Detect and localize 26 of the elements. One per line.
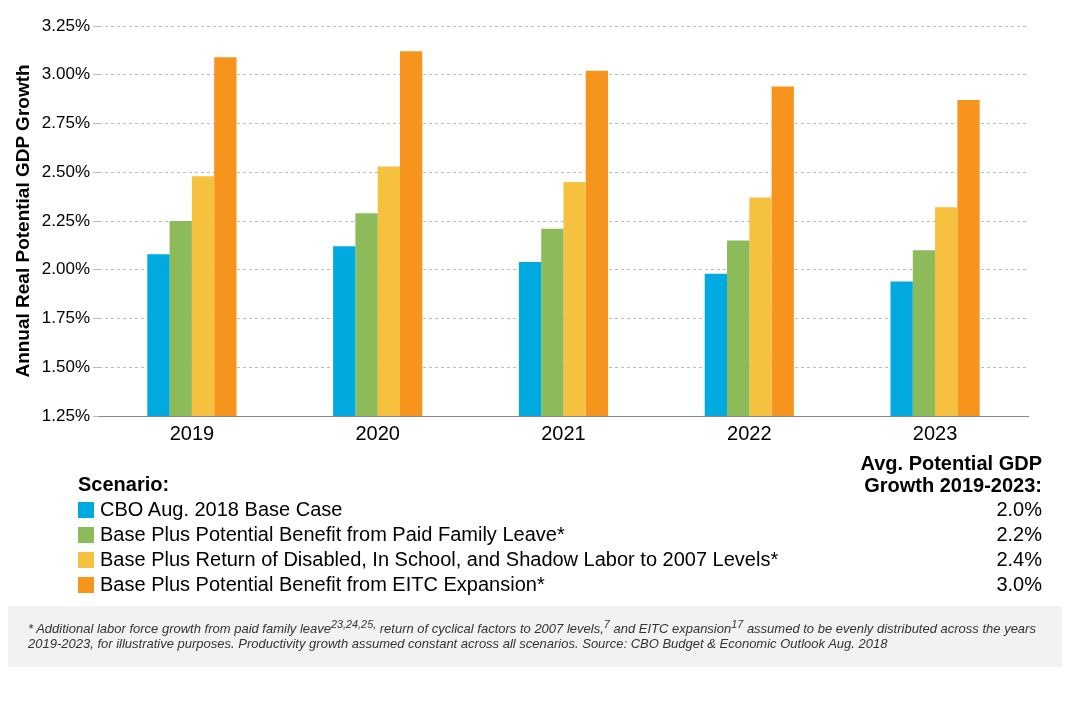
text: 2.0% xyxy=(995,498,1042,521)
y-tick-label: 2.50% xyxy=(41,161,90,181)
text: Avg. Potential GDP Growth 2019-2023: xyxy=(859,452,1042,496)
y-axis-title: Annual Real Potential GDP Growth xyxy=(11,64,33,378)
text: * Additional labor force growth from paid family leave$^{23,24,25,}$ return of cyclical factors to 2007 levels,$^{7}$ and EITC expansion$^{17}$ assumed to be evenly distributed across the years 2019-2023, for illustrative purposes. Productivity growth assumed constant across all scenarios. Source: CBO Budget & Economic Outlook Aug. 2018 xyxy=(27,617,1037,652)
y-tick-label: 2.00% xyxy=(41,259,90,279)
y-tick-label: 1.75% xyxy=(41,308,90,328)
x-tick-label: 2022 xyxy=(727,421,772,444)
x-tick-label: 2020 xyxy=(355,421,400,444)
text: 3.0% xyxy=(995,573,1042,596)
legend-label: CBO Aug. 2018 Base Case xyxy=(100,498,343,521)
y-tick-label: 3.25% xyxy=(41,15,90,35)
text: 2.4% xyxy=(995,548,1042,571)
y-tick-label: 2.25% xyxy=(41,210,90,230)
y-tick-label: 3.00% xyxy=(41,64,90,84)
y-tick-label: 2.75% xyxy=(41,113,90,133)
y-tick-label: 1.50% xyxy=(41,356,90,376)
y-tick-label: 1.25% xyxy=(41,405,90,425)
legend-label: Base Plus Potential Benefit from EITC Expansion* xyxy=(100,573,545,596)
text: 2.2% xyxy=(995,523,1042,546)
legend-label: Base Plus Potential Benefit from Paid Family Leave* xyxy=(100,523,565,546)
legend-title: Scenario: xyxy=(78,473,171,496)
x-tick-label: 2019 xyxy=(169,421,215,444)
x-tick-label: 2023 xyxy=(912,421,958,444)
legend-label: Base Plus Return of Disabled, In School, and Shadow Labor to 2007 Levels* xyxy=(100,548,779,571)
x-tick-label: 2021 xyxy=(541,421,586,444)
